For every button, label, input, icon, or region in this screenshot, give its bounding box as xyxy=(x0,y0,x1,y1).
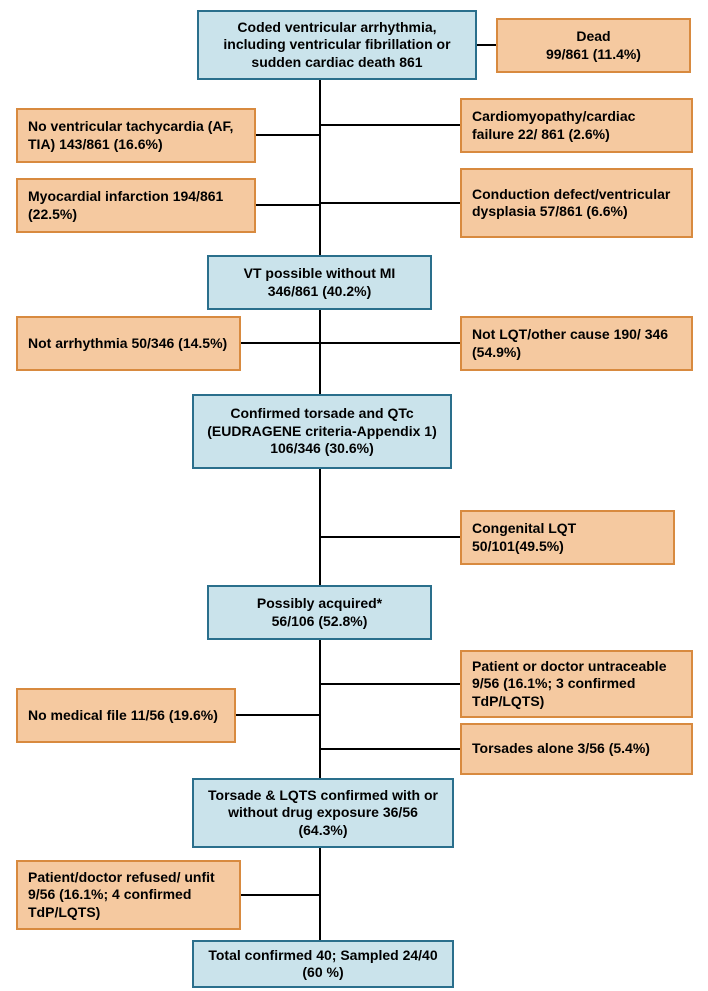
node-dead: Dead 99/861 (11.4%) xyxy=(496,18,691,73)
connector-line xyxy=(320,536,460,538)
connector-line xyxy=(320,202,460,204)
node-untrace: Patient or doctor untraceable 9/56 (16.1… xyxy=(460,650,693,718)
node-total: Total confirmed 40; Sampled 24/40 (60 %) xyxy=(192,940,454,988)
node-refused: Patient/doctor refused/ unfit 9/56 (16.1… xyxy=(16,860,241,930)
node-tors_conf: Torsade & LQTS confirmed with or without… xyxy=(192,778,454,848)
node-confirmed: Confirmed torsade and QTc (EUDRAGENE cri… xyxy=(192,394,452,469)
connector-line xyxy=(320,342,460,344)
node-not_arr: Not arrhythmia 50/346 (14.5%) xyxy=(16,316,241,371)
connector-line xyxy=(241,342,320,344)
node-root: Coded ventricular arrhythmia, including … xyxy=(197,10,477,80)
connector-line xyxy=(320,124,460,126)
node-poss_acq: Possibly acquired* 56/106 (52.8%) xyxy=(207,585,432,640)
connector-line xyxy=(236,714,320,716)
node-cardio: Cardiomyopathy/cardiac failure 22/ 861 (… xyxy=(460,98,693,153)
connector-line xyxy=(256,134,320,136)
node-tors_alone: Torsades alone 3/56 (5.4%) xyxy=(460,723,693,775)
node-cong_lqt: Congenital LQT 50/101(49.5%) xyxy=(460,510,675,565)
connector-line xyxy=(320,748,460,750)
node-no_vt: No ventricular tachycardia (AF, TIA) 143… xyxy=(16,108,256,163)
node-no_file: No medical file 11/56 (19.6%) xyxy=(16,688,236,743)
connector-line xyxy=(241,894,320,896)
node-mi: Myocardial infarction 194/861 (22.5%) xyxy=(16,178,256,233)
node-vt_poss: VT possible without MI 346/861 (40.2%) xyxy=(207,255,432,310)
node-conduct: Conduction defect/ventricular dysplasia … xyxy=(460,168,693,238)
connector-line xyxy=(256,204,320,206)
connector-line xyxy=(320,683,460,685)
node-not_lqt: Not LQT/other cause 190/ 346 (54.9%) xyxy=(460,316,693,371)
connector-line xyxy=(477,44,496,46)
